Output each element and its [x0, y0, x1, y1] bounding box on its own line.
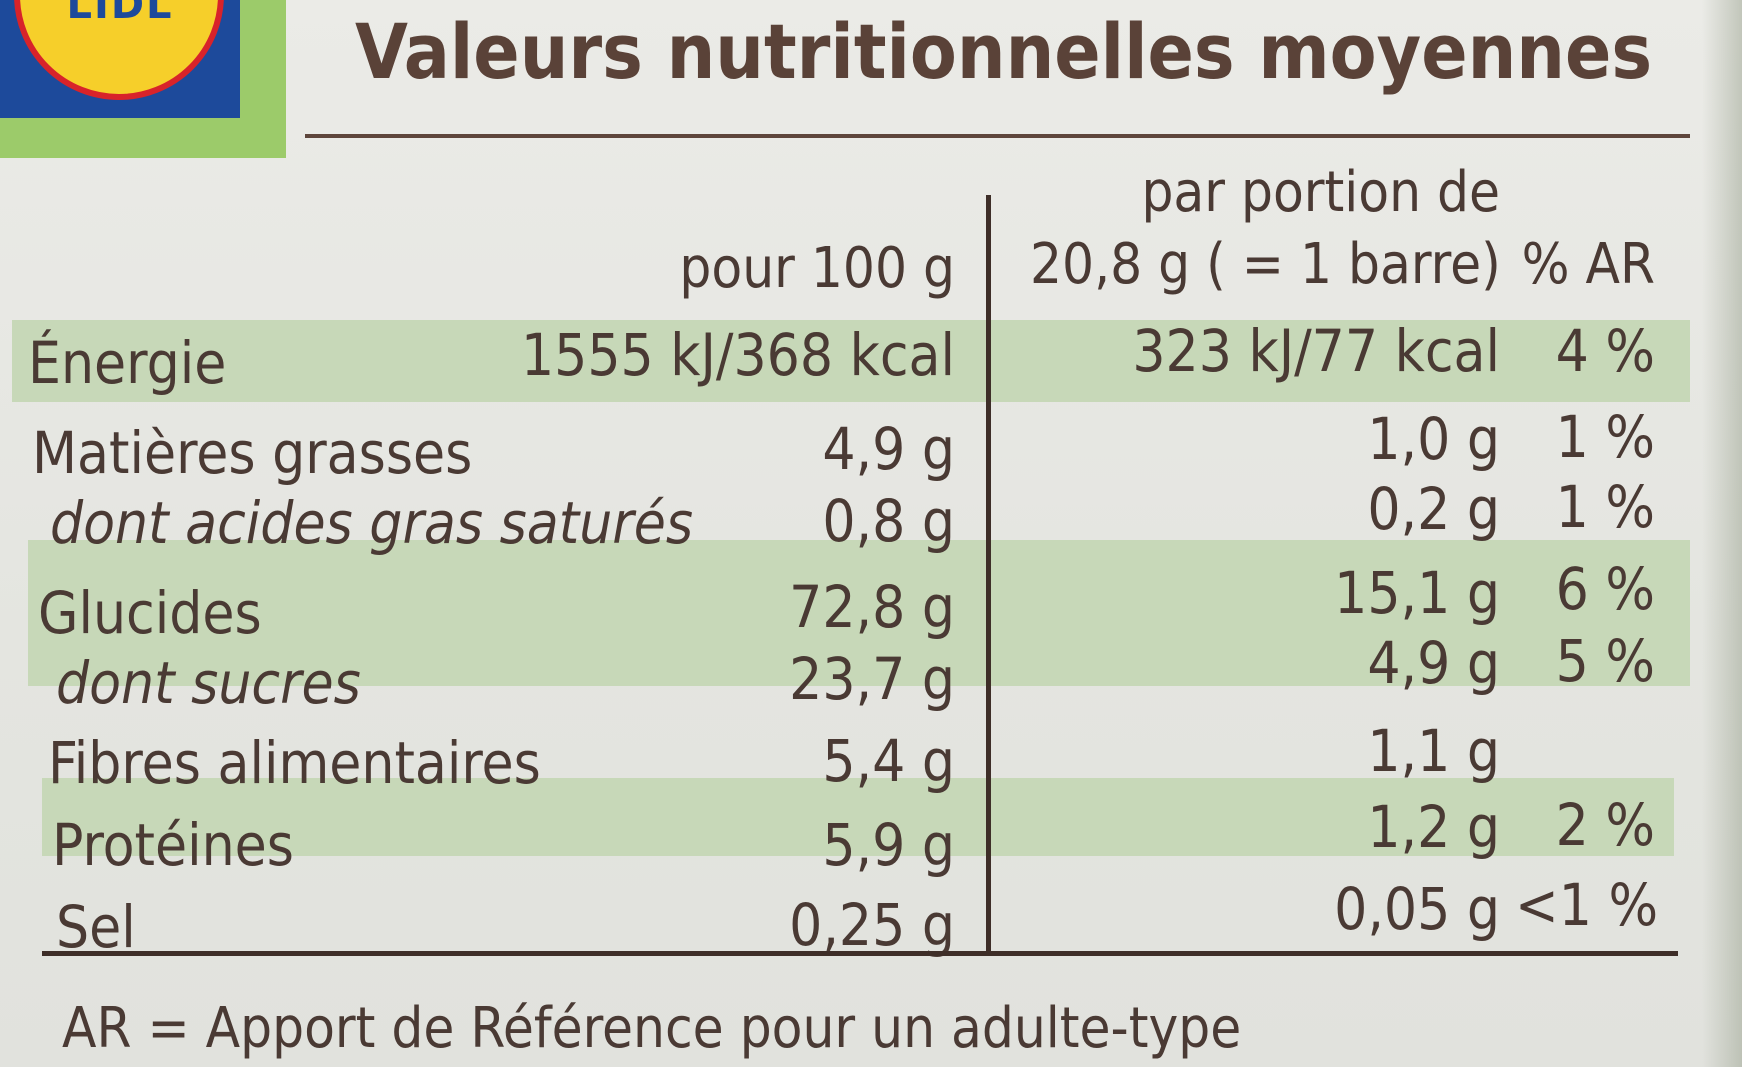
header-portion-line1: par portion de [1141, 160, 1500, 225]
row-label: Glucides [38, 579, 262, 647]
row-label: Sel [56, 893, 136, 961]
row-per100: 72,8 g [789, 573, 955, 641]
row-ar: <1 % [1515, 871, 1659, 939]
row-per100: 5,9 g [822, 811, 955, 879]
logo-text: LIDL [66, 0, 174, 28]
row-per100: 4,9 g [822, 415, 955, 483]
label-title: Valeurs nutritionnelles moyennes [355, 7, 1653, 96]
row-ar: 1 % [1555, 403, 1655, 471]
row-label: Matières grasses [32, 419, 473, 487]
header-ar: % AR [1521, 232, 1655, 297]
row-label: Énergie [28, 329, 227, 397]
row-portion: 4,9 g [1367, 629, 1500, 697]
column-divider [986, 195, 991, 952]
title-rule [305, 134, 1690, 138]
row-label: dont sucres [56, 649, 361, 717]
row-per100: 0,8 g [822, 487, 955, 555]
row-label: Fibres alimentaires [48, 729, 541, 797]
row-portion: 0,2 g [1367, 475, 1500, 543]
row-per100: 23,7 g [789, 645, 955, 713]
table-bottom-rule [42, 951, 1678, 956]
row-ar: 1 % [1555, 473, 1655, 541]
row-per100: 1555 kJ/368 kcal [520, 321, 955, 389]
row-ar: 6 % [1555, 555, 1655, 623]
row-per100: 0,25 g [789, 891, 955, 959]
row-portion: 0,05 g [1334, 875, 1500, 943]
band-proteines [42, 778, 1674, 856]
footnote: AR = Apport de Référence pour un adulte-… [62, 996, 1242, 1061]
row-label: Protéines [52, 811, 294, 879]
brand-logo: LIDL [0, 0, 240, 118]
row-ar: 5 % [1555, 627, 1655, 695]
row-ar: 4 % [1555, 317, 1655, 385]
header-per-100g: pour 100 g [679, 236, 955, 301]
package-edge-shadow [1702, 0, 1742, 1067]
row-portion: 1,1 g [1367, 717, 1500, 785]
row-per100: 5,4 g [822, 727, 955, 795]
row-portion: 15,1 g [1334, 559, 1500, 627]
row-ar: 2 % [1555, 791, 1655, 859]
row-portion: 1,0 g [1367, 405, 1500, 473]
band-energie [12, 320, 1690, 402]
header-portion-line2: 20,8 g ( = 1 barre) [1030, 232, 1501, 297]
row-portion: 323 kJ/77 kcal [1132, 317, 1500, 385]
row-label: dont acides gras saturés [50, 489, 694, 557]
row-portion: 1,2 g [1367, 793, 1500, 861]
band-glucides [28, 540, 1690, 686]
